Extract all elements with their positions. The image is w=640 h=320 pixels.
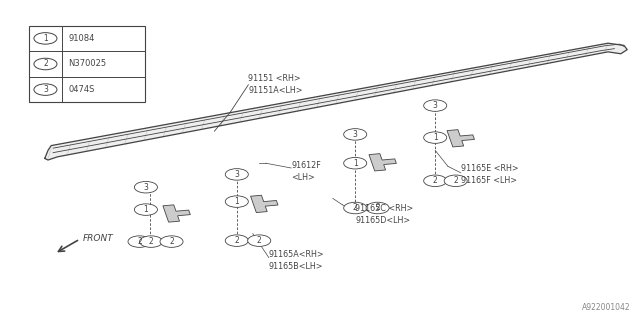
Text: 2: 2 bbox=[169, 237, 174, 246]
Text: A922001042: A922001042 bbox=[582, 303, 630, 312]
Circle shape bbox=[160, 236, 183, 247]
Text: 3: 3 bbox=[143, 183, 148, 192]
Text: 2: 2 bbox=[375, 204, 380, 212]
Text: 2: 2 bbox=[148, 237, 154, 246]
Text: N370025: N370025 bbox=[68, 60, 107, 68]
Text: 2: 2 bbox=[257, 236, 262, 245]
Text: 1: 1 bbox=[143, 205, 148, 214]
Circle shape bbox=[225, 196, 248, 207]
Polygon shape bbox=[45, 43, 627, 160]
Text: 91165C <RH>
91165D<LH>: 91165C <RH> 91165D<LH> bbox=[355, 204, 413, 225]
Text: 91084: 91084 bbox=[68, 34, 95, 43]
Text: 91612F
<LH>: 91612F <LH> bbox=[291, 161, 321, 181]
Text: 2: 2 bbox=[137, 237, 142, 246]
Text: 1: 1 bbox=[353, 159, 358, 168]
Text: 1: 1 bbox=[433, 133, 438, 142]
Circle shape bbox=[366, 202, 389, 214]
Text: 3: 3 bbox=[353, 130, 358, 139]
Circle shape bbox=[344, 157, 367, 169]
Circle shape bbox=[347, 130, 364, 139]
Circle shape bbox=[248, 235, 271, 246]
Text: 3: 3 bbox=[433, 101, 438, 110]
Circle shape bbox=[225, 235, 248, 246]
Text: 0474S: 0474S bbox=[68, 85, 95, 94]
Text: 2: 2 bbox=[43, 60, 48, 68]
Circle shape bbox=[424, 175, 447, 187]
Circle shape bbox=[447, 177, 464, 185]
Circle shape bbox=[444, 175, 467, 187]
Polygon shape bbox=[250, 195, 278, 212]
Text: 91165A<RH>
91165B<LH>: 91165A<RH> 91165B<LH> bbox=[269, 250, 324, 271]
Circle shape bbox=[138, 183, 154, 191]
Circle shape bbox=[163, 237, 180, 246]
Circle shape bbox=[134, 204, 157, 215]
Circle shape bbox=[251, 236, 268, 245]
Polygon shape bbox=[369, 154, 396, 171]
Circle shape bbox=[228, 170, 245, 179]
Circle shape bbox=[424, 100, 447, 111]
Circle shape bbox=[140, 236, 163, 247]
Circle shape bbox=[131, 237, 148, 246]
Circle shape bbox=[128, 236, 151, 247]
Circle shape bbox=[228, 236, 245, 245]
Circle shape bbox=[225, 169, 248, 180]
Circle shape bbox=[424, 132, 447, 143]
Text: 91151 <RH>
91151A<LH>: 91151 <RH> 91151A<LH> bbox=[248, 74, 303, 95]
Circle shape bbox=[427, 101, 444, 110]
Text: 1: 1 bbox=[234, 197, 239, 206]
Circle shape bbox=[427, 177, 444, 185]
Text: 2: 2 bbox=[353, 204, 358, 212]
Circle shape bbox=[344, 129, 367, 140]
Text: FRONT: FRONT bbox=[83, 234, 114, 243]
Circle shape bbox=[134, 181, 157, 193]
Text: 1: 1 bbox=[43, 34, 48, 43]
Text: 2: 2 bbox=[433, 176, 438, 185]
Circle shape bbox=[344, 202, 367, 214]
Bar bbox=[29, 26, 145, 102]
Circle shape bbox=[143, 237, 159, 246]
Circle shape bbox=[369, 204, 386, 212]
Polygon shape bbox=[163, 205, 190, 222]
Text: 2: 2 bbox=[453, 176, 458, 185]
Circle shape bbox=[347, 204, 364, 212]
Text: 3: 3 bbox=[234, 170, 239, 179]
Text: 3: 3 bbox=[43, 85, 48, 94]
Text: 91165E <RH>
91165F <LH>: 91165E <RH> 91165F <LH> bbox=[461, 164, 518, 185]
Text: 2: 2 bbox=[234, 236, 239, 245]
Polygon shape bbox=[447, 130, 474, 147]
